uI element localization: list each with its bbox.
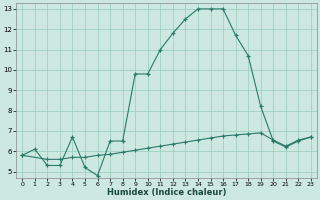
X-axis label: Humidex (Indice chaleur): Humidex (Indice chaleur) xyxy=(107,188,226,197)
